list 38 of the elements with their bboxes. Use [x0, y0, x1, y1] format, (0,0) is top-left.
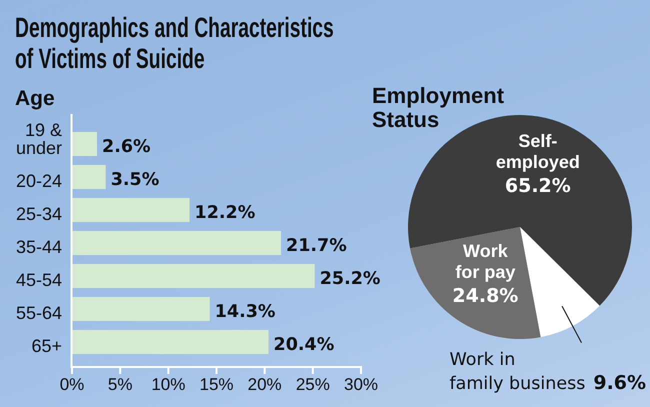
- y-tick-label: 45-54: [16, 270, 62, 290]
- bar: [72, 164, 106, 190]
- bar: [72, 264, 315, 288]
- y-tick-label: 65+: [31, 336, 62, 356]
- data-label: 12.2%: [194, 203, 256, 223]
- x-tick-label: 15%: [199, 375, 234, 394]
- data-label: 65.2%: [504, 175, 571, 198]
- x-tick-label: 5%: [108, 375, 132, 394]
- data-label: 9.6%: [593, 372, 646, 394]
- chart-title: Demographics and Characteristics of Victims of Suicide: [15, 12, 334, 75]
- bar: [72, 230, 282, 256]
- bar: [72, 198, 190, 222]
- data-label: 14.3%: [214, 302, 276, 322]
- data-label: 3.5%: [110, 170, 160, 190]
- x-tick-label: 0%: [60, 375, 84, 394]
- chart-subtitle: Age: [15, 87, 55, 110]
- slice-label: Work for pay: [455, 240, 516, 282]
- x-tick-label: 30%: [344, 375, 378, 394]
- data-label: 20.4%: [274, 335, 334, 355]
- x-tick-label: 20%: [248, 375, 282, 394]
- x-tick-label: 10%: [151, 375, 186, 394]
- y-tick-label: 20-24: [16, 171, 62, 191]
- data-label: 24.8%: [452, 284, 518, 307]
- chart-title: Employment Status: [372, 83, 505, 132]
- y-tick-label: 19 & under: [16, 120, 62, 158]
- slice-label: Self-employed: [496, 131, 580, 172]
- y-tick-label: 25-34: [16, 204, 62, 224]
- y-tick-label: 55-64: [16, 303, 62, 323]
- slice-label: Work in family business: [449, 350, 586, 394]
- data-label: 2.6%: [102, 137, 151, 157]
- y-tick-label: 35-44: [16, 237, 62, 257]
- pie-slice: [520, 227, 600, 338]
- bar: [72, 132, 98, 156]
- data-label: 21.7%: [286, 236, 347, 256]
- bar: [72, 330, 269, 354]
- data-label: 25.2%: [320, 269, 380, 289]
- x-tick-label: 25%: [296, 375, 330, 394]
- bar: [72, 296, 210, 322]
